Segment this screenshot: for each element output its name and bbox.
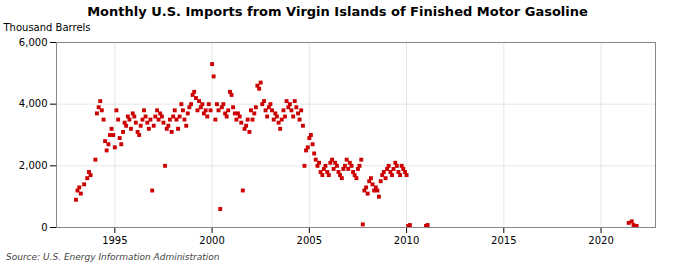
svg-text:6,000: 6,000 [19, 37, 48, 48]
svg-text:2015: 2015 [491, 235, 516, 246]
svg-text:2000: 2000 [199, 235, 224, 246]
svg-text:Thousand Barrels: Thousand Barrels [3, 22, 91, 33]
html-text:Source: U.S. Energy Informatio: Source: U.S. Energy Information Administ… [6, 252, 220, 262]
svg-text:2,000: 2,000 [19, 160, 48, 171]
svg-text:4,000: 4,000 [19, 98, 48, 109]
svg-text:2020: 2020 [588, 235, 613, 246]
svg-text:2005: 2005 [297, 235, 322, 246]
svg-text:0: 0 [41, 222, 47, 233]
svg-text:1995: 1995 [102, 235, 127, 246]
html-text:Monthly U.S. Imports from Virg: Monthly U.S. Imports from Virgin Islands… [87, 4, 588, 19]
svg-text:2010: 2010 [394, 235, 419, 246]
